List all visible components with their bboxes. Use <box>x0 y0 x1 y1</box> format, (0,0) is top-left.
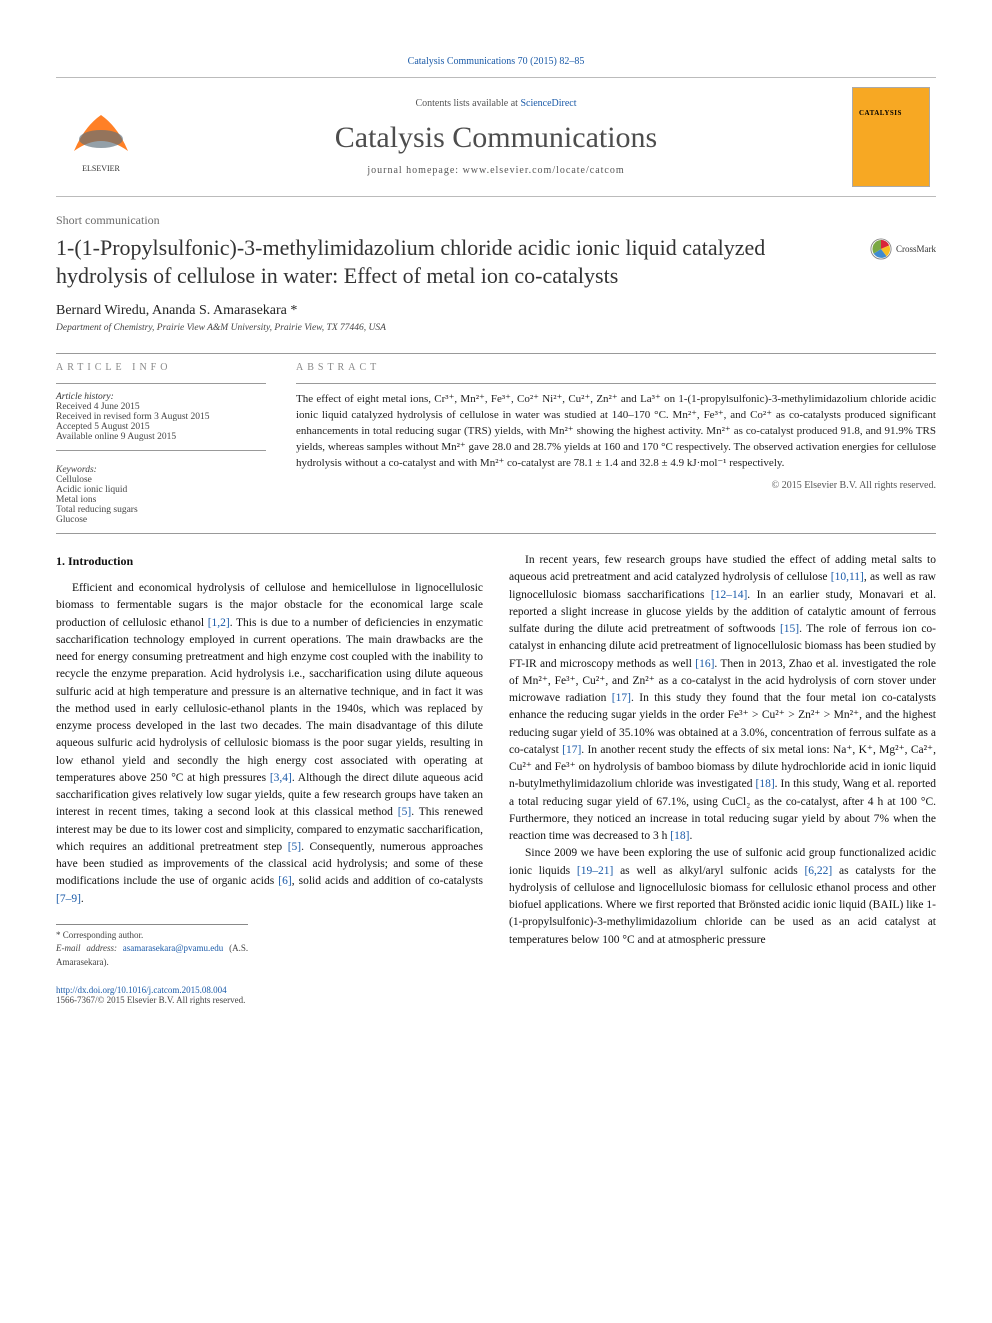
history-line: Accepted 5 August 2015 <box>56 422 266 432</box>
article-type: Short communication <box>56 213 936 228</box>
abstract-text: The effect of eight metal ions, Cr³⁺, Mn… <box>296 392 936 472</box>
keywords-label: Keywords: <box>56 465 266 475</box>
doi-link[interactable]: http://dx.doi.org/10.1016/j.catcom.2015.… <box>56 985 227 995</box>
keyword: Acidic ionic liquid <box>56 485 266 495</box>
crossmark-badge[interactable]: CrossMark <box>846 238 936 260</box>
citation-ref[interactable]: [16] <box>695 658 714 670</box>
divider <box>56 353 936 354</box>
email-label: E-mail address: <box>56 943 123 953</box>
body-paragraph: In recent years, few research groups hav… <box>509 552 936 845</box>
keyword: Glucose <box>56 515 266 525</box>
citation-ref[interactable]: [18] <box>670 830 689 842</box>
issn-line: 1566-7367/© 2015 Elsevier B.V. All right… <box>56 995 245 1005</box>
citation-ref[interactable]: [17] <box>612 692 631 704</box>
divider <box>56 383 266 384</box>
citation-ref[interactable]: [1,2] <box>208 617 230 629</box>
body-paragraph: Efficient and economical hydrolysis of c… <box>56 580 483 908</box>
svg-text:ELSEVIER: ELSEVIER <box>82 164 120 173</box>
column-left: 1. Introduction Efficient and economical… <box>56 552 483 969</box>
issue-reference: Catalysis Communications 70 (2015) 82–85 <box>56 56 936 67</box>
citation-ref[interactable]: [6,22] <box>804 865 832 877</box>
citation-ref[interactable]: [5] <box>398 806 411 818</box>
crossmark-label: CrossMark <box>896 244 936 254</box>
affiliation: Department of Chemistry, Prairie View A&… <box>56 323 936 333</box>
contents-line: Contents lists available at ScienceDirec… <box>146 98 846 109</box>
elsevier-logo: ELSEVIER <box>66 97 136 177</box>
citation-ref[interactable]: [3,4] <box>270 772 292 784</box>
citation-ref[interactable]: [18] <box>755 778 774 790</box>
citation-ref[interactable]: [17] <box>562 744 581 756</box>
history-line: Available online 9 August 2015 <box>56 432 266 442</box>
abstract-copyright: © 2015 Elsevier B.V. All rights reserved… <box>296 480 936 491</box>
page-footer: http://dx.doi.org/10.1016/j.catcom.2015.… <box>56 985 936 1005</box>
journal-name: Catalysis Communications <box>146 121 846 155</box>
citation-ref[interactable]: [15] <box>780 623 799 635</box>
citation-ref[interactable]: [5] <box>288 841 301 853</box>
citation-ref[interactable]: [5] <box>288 841 301 853</box>
journal-homepage: journal homepage: www.elsevier.com/locat… <box>146 165 846 176</box>
corr-email[interactable]: asamarasekara@pvamu.edu <box>123 943 224 953</box>
citation-ref[interactable]: [5] <box>398 806 411 818</box>
body-columns: 1. Introduction Efficient and economical… <box>56 552 936 969</box>
citation-ref[interactable]: [12–14] <box>711 589 747 601</box>
citation-ref[interactable]: [19–21] <box>577 865 613 877</box>
article-info-header: article info <box>56 362 266 373</box>
body-paragraph: Since 2009 we have been exploring the us… <box>509 845 936 949</box>
divider <box>56 450 266 451</box>
keyword: Total reducing sugars <box>56 505 266 515</box>
citation-ref[interactable]: [6] <box>278 875 291 887</box>
divider <box>296 383 936 384</box>
history-line: Received in revised form 3 August 2015 <box>56 412 266 422</box>
citation-ref[interactable]: [10,11] <box>831 571 864 583</box>
corr-star: * Corresponding author. <box>56 929 248 943</box>
corresponding-author: * Corresponding author. E-mail address: … <box>56 924 248 970</box>
abstract-header: abstract <box>296 362 936 373</box>
authors: Bernard Wiredu, Ananda S. Amarasekara * <box>56 303 936 319</box>
column-right: In recent years, few research groups hav… <box>509 552 936 969</box>
citation-ref[interactable]: [17] <box>562 744 581 756</box>
citation-ref[interactable]: [17] <box>612 692 631 704</box>
divider <box>56 533 936 534</box>
history-label: Article history: <box>56 392 266 402</box>
paper-title: 1-(1-Propylsulfonic)-3-methylimidazolium… <box>56 234 846 289</box>
history-line: Received 4 June 2015 <box>56 402 266 412</box>
citation-ref[interactable]: [18] <box>670 830 689 842</box>
citation-ref[interactable]: [18] <box>755 778 774 790</box>
keyword: Cellulose <box>56 475 266 485</box>
sciencedirect-link[interactable]: ScienceDirect <box>520 98 576 109</box>
citation-ref[interactable]: [7–9] <box>56 893 81 905</box>
section-heading: 1. Introduction <box>56 552 483 570</box>
crossmark-icon <box>870 238 892 260</box>
journal-header: ELSEVIER Contents lists available at Sci… <box>56 77 936 197</box>
keyword: Metal ions <box>56 495 266 505</box>
journal-cover-thumb: CATALYSIS <box>852 87 930 187</box>
